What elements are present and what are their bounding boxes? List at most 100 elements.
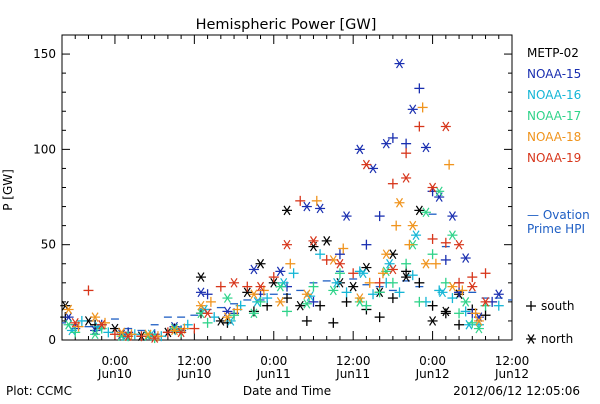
north-point-noaa-15-6 [222,306,233,317]
south-point-noaa-19-2 [136,331,147,342]
x-tick-time-1: 12:00 [177,354,212,368]
south-point-noaa-18-17 [444,159,455,170]
north-point-noaa-15-20 [460,253,471,263]
south-point-noaa-18-12 [377,268,388,279]
south-point-noaa-19-18 [467,272,478,283]
north-point-noaa-18-12 [381,249,392,260]
north-point-noaa-17-4 [169,323,180,334]
x-tick-date-1: Jun10 [176,367,211,381]
south-point-noaa-18-2 [126,329,137,340]
north-point-noaa-17-16 [447,230,458,240]
south-point-noaa-16-21 [493,300,504,311]
south-point-noaa-19-8 [295,195,306,206]
south-point-noaa-19-9 [321,254,332,265]
north-point-noaa-19-1 [96,319,107,330]
south-point-noaa-19-19 [480,268,491,279]
south-point-noaa-17-6 [229,310,240,321]
north-point-noaa-18-5 [195,300,206,311]
x-tick-time-5: 12:00 [495,354,530,368]
series-noaa-18 [63,102,484,342]
north-point-metp-02-8 [255,258,266,269]
x-tick-date-2: Jun11 [256,367,291,381]
south-point-noaa-17-16 [427,249,438,260]
south-point-noaa-15-10 [334,249,345,260]
south-point-metp-02-13 [341,296,352,307]
south-point-noaa-19-6 [242,281,253,292]
south-point-noaa-19-10 [348,268,359,279]
north-point-metp-02-12 [308,241,319,252]
north-point-metp-02-19 [401,272,412,282]
north-point-noaa-18-4 [169,325,180,336]
south-point-noaa-17-8 [282,306,292,317]
south-point-noaa-15-14 [401,138,412,149]
north-point-noaa-19-17 [467,281,478,292]
south-point-noaa-16-9 [315,249,326,260]
south-point-noaa-19-11 [374,277,385,288]
south-point-noaa-15-11 [361,239,372,250]
north-point-noaa-16-14 [437,287,448,298]
south-point-noaa-17-0 [70,327,81,338]
south-point-noaa-18-5 [205,296,216,307]
series-noaa-19 [70,121,491,343]
north-point-noaa-19-7 [255,281,266,292]
north-point-noaa-15-22 [493,289,504,300]
y-tick-label-1: 50 [41,238,56,252]
legend-north-marker-icon [526,334,536,344]
legend: METP-02 NOAA-15 NOAA-16 NOAA-17 NOAA-18 NOAA-… [526,46,590,346]
south-point-noaa-16-1 [103,327,114,338]
south-point-noaa-19-15 [427,233,438,244]
north-point-metp-02-13 [321,236,332,246]
series-metp-02 [60,205,491,342]
south-point-metp-02-12 [328,317,339,328]
north-point-noaa-19-16 [454,239,465,250]
north-point-noaa-18-2 [116,327,127,338]
south-point-noaa-15-9 [308,296,319,307]
legend-south-marker-icon [526,301,536,311]
north-point-noaa-17-18 [473,323,484,334]
north-point-noaa-16-13 [411,230,422,240]
north-point-noaa-17-1 [90,329,101,340]
north-point-noaa-16-12 [384,258,395,269]
north-point-noaa-19-5 [202,308,213,319]
north-point-noaa-19-8 [282,239,292,250]
north-point-noaa-19-10 [334,258,345,269]
series-noaa-16 [66,230,504,342]
north-point-metp-02-0 [60,300,71,311]
north-point-noaa-19-6 [229,277,240,288]
legend-entry-noaa-18: NOAA-18 [527,130,581,144]
south-point-metp-02-10 [301,315,312,326]
legend-entry-noaa-15: NOAA-15 [527,67,581,81]
x-tick-time-3: 12:00 [336,354,371,368]
south-point-metp-02-18 [414,277,425,288]
south-point-noaa-15-17 [440,254,451,265]
north-point-noaa-16-10 [331,277,342,288]
north-point-noaa-15-10 [315,203,326,214]
north-point-metp-02-7 [242,287,253,298]
data-points [60,58,504,344]
north-point-noaa-17-10 [328,285,339,296]
north-point-noaa-15-12 [354,144,365,155]
north-point-noaa-18-11 [354,293,365,303]
north-point-noaa-18-7 [248,289,259,300]
legend-entry-noaa-19: NOAA-19 [527,151,581,165]
series-noaa-17 [63,186,491,344]
north-point-noaa-18-14 [407,220,418,231]
south-point-noaa-16-18 [447,293,458,304]
north-point-noaa-19-9 [308,236,319,246]
north-point-metp-02-22 [440,306,451,317]
south-point-metp-02-20 [440,308,451,319]
south-point-noaa-17-15 [414,296,425,307]
south-point-noaa-16-5 [209,312,220,323]
north-point-noaa-17-0 [63,319,74,330]
x-tick-time-2: 0:00 [260,354,287,368]
north-point-noaa-15-18 [434,192,445,202]
north-point-noaa-15-11 [341,211,352,221]
south-point-noaa-18-16 [430,258,441,269]
south-point-noaa-18-13 [391,220,402,231]
legend-marker-label-south: south [541,299,575,313]
north-point-noaa-18-16 [447,281,458,292]
north-point-noaa-17-14 [420,207,431,218]
north-point-noaa-19-0 [70,318,81,328]
south-point-noaa-18-6 [232,304,243,315]
north-point-noaa-15-17 [420,142,431,153]
